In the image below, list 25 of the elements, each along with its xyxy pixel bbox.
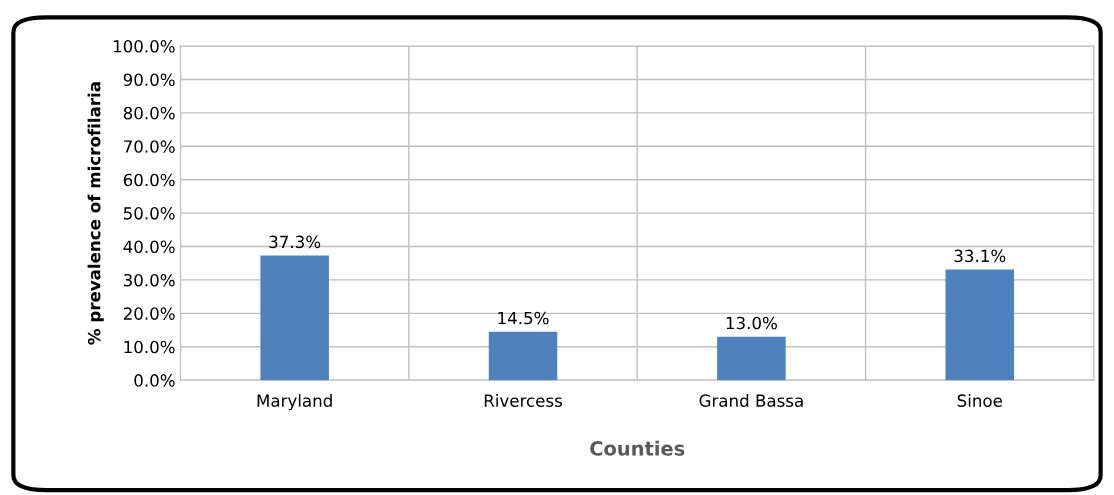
y-tick-label: 100.0%: [113, 40, 175, 53]
y-tick-label: 70.0%: [124, 140, 175, 153]
x-tick-label: Sinoe: [957, 394, 1002, 407]
data-label: 37.3%: [269, 235, 321, 249]
bar: [488, 331, 558, 381]
y-tick-label: 10.0%: [124, 340, 175, 354]
y-tick-label: 60.0%: [123, 173, 175, 187]
bar: [717, 336, 786, 381]
y-tick-label: 80.0%: [123, 106, 175, 120]
y-tick-label: 0.0%: [134, 374, 175, 387]
bar: [945, 269, 1015, 381]
y-tick-label: 30.0%: [123, 273, 175, 287]
y-tick-label: 20.0%: [123, 307, 175, 320]
x-axis-title: Counties: [590, 440, 685, 456]
y-tick-label: 40.0%: [123, 240, 175, 254]
bar: [260, 255, 329, 381]
y-tick-label: 90.0%: [123, 73, 175, 87]
y-tick-label: 50.0%: [123, 207, 175, 220]
y-axis-title: % prevalence of microfilaria: [87, 82, 104, 345]
data-label: 14.5%: [498, 311, 549, 325]
x-tick-label: Grand Bassa: [699, 394, 803, 407]
data-label: 33.1%: [954, 249, 1006, 263]
x-tick-label: Rivercess: [484, 394, 562, 407]
x-tick-label: Maryland: [257, 394, 332, 411]
data-label: 13.0%: [726, 316, 777, 330]
